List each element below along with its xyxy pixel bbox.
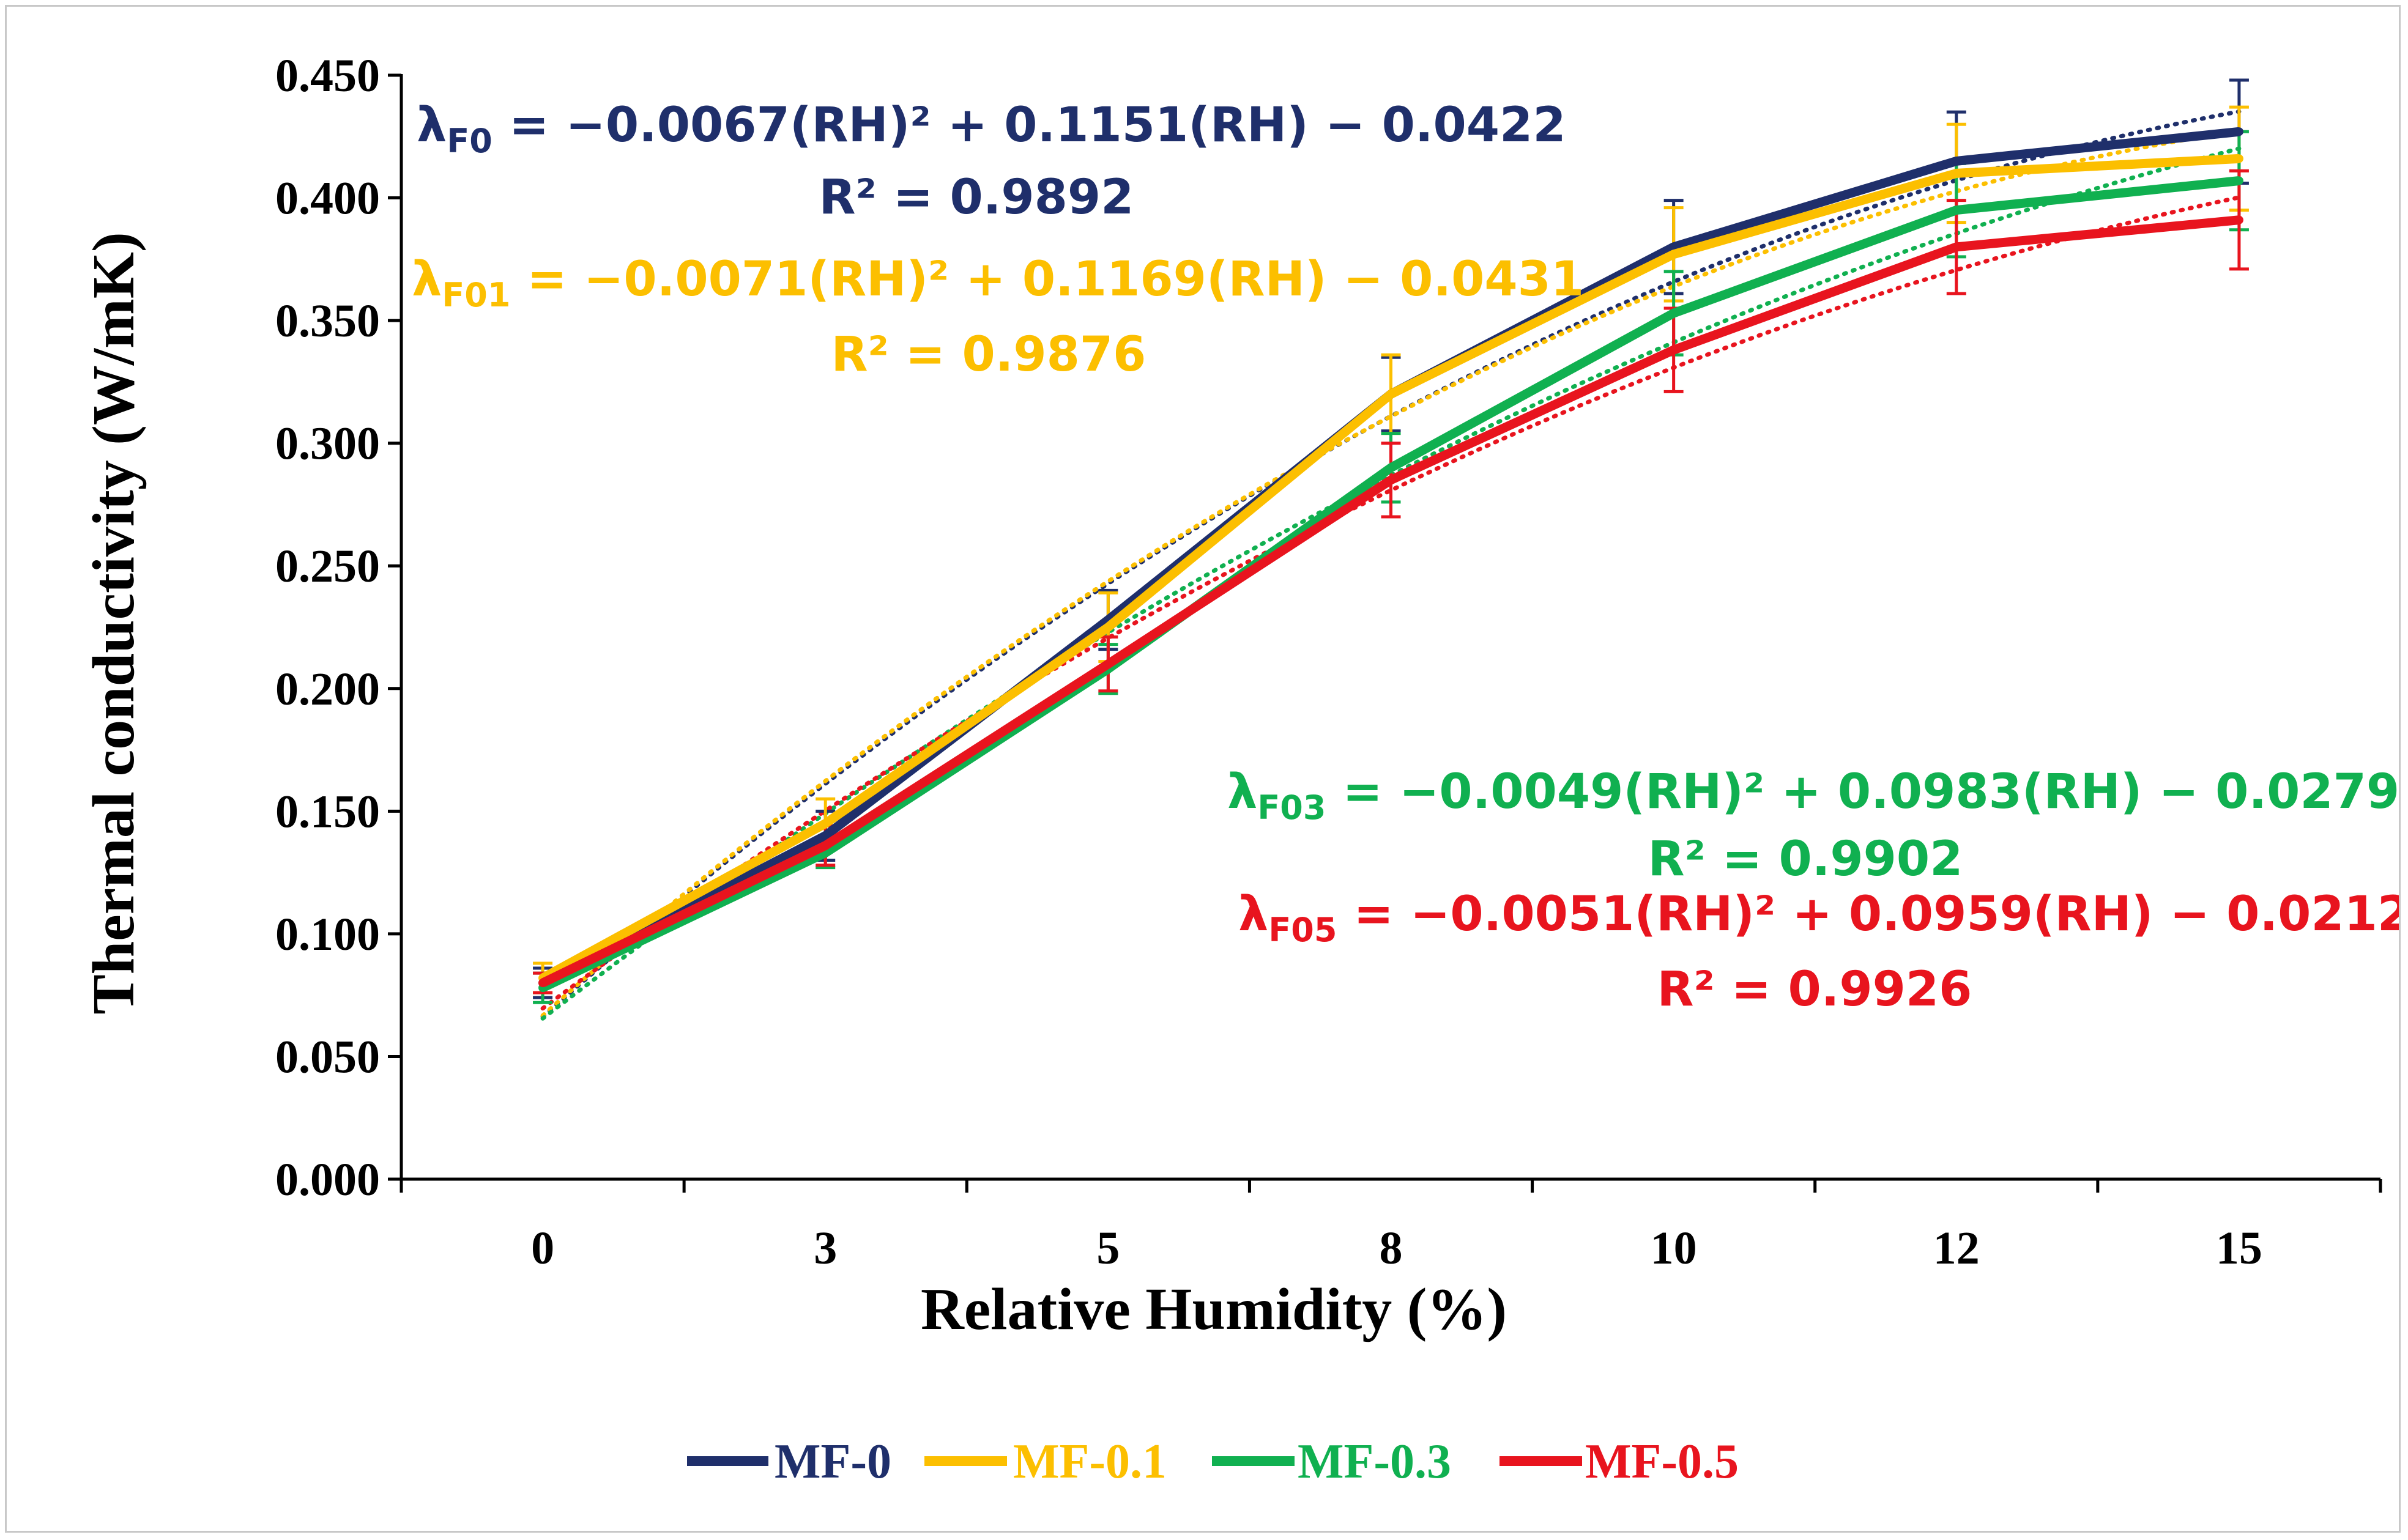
x-tick-label: 12 <box>1933 1223 1980 1274</box>
data-point-mf-0.1 <box>1386 390 1395 399</box>
x-tick-label: 8 <box>1380 1223 1403 1274</box>
y-tick-label: 0.100 <box>275 909 380 960</box>
equation-body: = −0.0049(RH)² + 0.0983(RH) − 0.0279 <box>1326 764 2399 820</box>
equation-subscript: F0 <box>447 122 492 160</box>
r2-mf-0.5: R² = 0.9926 <box>1657 962 1972 1017</box>
data-point-mf-0.5 <box>1669 346 1678 355</box>
series-lines <box>538 127 2243 993</box>
data-point-mf-0.5 <box>1952 242 1961 251</box>
data-point-mf-0.5 <box>1104 659 1113 668</box>
legend-label: MF-0.3 <box>1298 1435 1451 1489</box>
equation-lambda: λ <box>1227 764 1257 820</box>
equation-mf-0.3: λF03 = −0.0049(RH)² + 0.0983(RH) − 0.027… <box>1227 764 2399 887</box>
thermal-conductivity-chart: 0.000 0.050 0.100 0.150 0.200 0.250 0.300 0.350… <box>81 50 2399 1489</box>
equation-lambda: λ <box>417 98 447 153</box>
y-tick-label: 0.350 <box>275 295 380 347</box>
x-tick-label: 3 <box>814 1223 837 1274</box>
axes: 0.000 0.050 0.100 0.150 0.200 0.250 0.300 0.350… <box>275 50 2382 1274</box>
data-point-mf-0.5 <box>1386 475 1395 484</box>
y-tick-label: 0.300 <box>275 418 380 470</box>
svg-text:λF05 = −0.0051(RH)² + 0.0959(R: λF05 = −0.0051(RH)² + 0.0959(RH) − 0.021… <box>1238 887 2399 949</box>
chart-frame: 0.000 0.050 0.100 0.150 0.200 0.250 0.300 0.350… <box>5 5 2401 1533</box>
data-point-mf-0 <box>2234 127 2243 136</box>
data-point-mf-0.3 <box>1952 205 1961 215</box>
legend-label: MF-0.5 <box>1585 1435 1739 1489</box>
x-tick-label: 0 <box>531 1223 554 1274</box>
x-axis-title: Relative Humidity (%) <box>921 1276 1507 1342</box>
equation-body: = −0.0071(RH)² + 0.1169(RH) − 0.0431 <box>510 252 1584 307</box>
equation-mf-0.1: λF01 = −0.0071(RH)² + 0.1169(RH) − 0.043… <box>412 252 1584 382</box>
data-point-mf-0.1 <box>2234 154 2243 163</box>
y-tick-label: 0.150 <box>275 786 380 837</box>
equation-subscript: F05 <box>1268 911 1337 949</box>
equation-mf-0: λF0 = −0.0067(RH)² + 0.1151(RH) − 0.0422… <box>417 98 1566 225</box>
svg-text:λF0 = −0.0067(RH)² + 0.1151(RH: λF0 = −0.0067(RH)² + 0.1151(RH) − 0.0422 <box>417 98 1566 160</box>
data-point-mf-0.5 <box>821 841 830 850</box>
x-tick-label: 10 <box>1651 1223 1697 1274</box>
legend-item-mf-0.1: MF-0.1 <box>924 1435 1167 1489</box>
equation-body: = −0.0067(RH)² + 0.1151(RH) − 0.0422 <box>492 98 1566 153</box>
y-axis-title: Thermal conductivity (W/mK) <box>81 232 147 1014</box>
data-point-mf-0.1 <box>821 819 830 828</box>
data-point-mf-0 <box>821 831 830 840</box>
svg-text:λF01 = −0.0071(RH)² + 0.1169(R: λF01 = −0.0071(RH)² + 0.1169(RH) − 0.043… <box>412 252 1584 314</box>
y-tick-label: 0.250 <box>275 541 380 592</box>
equation-subscript: F01 <box>442 276 510 314</box>
equation-body: = −0.0051(RH)² + 0.0959(RH) − 0.0212 <box>1337 887 2399 942</box>
legend: MF-0 MF-0.1 MF-0.3 MF-0.5 <box>687 1435 1739 1489</box>
legend-label: MF-0.1 <box>1013 1435 1167 1489</box>
x-tick-label: 5 <box>1096 1223 1120 1274</box>
data-point-mf-0.3 <box>1386 463 1395 472</box>
y-tick-label: 0.450 <box>275 50 380 102</box>
data-point-mf-0.3 <box>2234 176 2243 185</box>
y-tick-label: 0.050 <box>275 1031 380 1083</box>
legend-item-mf-0.5: MF-0.5 <box>1499 1435 1739 1489</box>
legend-item-mf-0.3: MF-0.3 <box>1212 1435 1451 1489</box>
r2-mf-0.1: R² = 0.9876 <box>831 327 1146 382</box>
data-point-mf-0.1 <box>1952 169 1961 178</box>
svg-text:λF03 = −0.0049(RH)² + 0.0983(R: λF03 = −0.0049(RH)² + 0.0983(RH) − 0.027… <box>1227 764 2399 827</box>
data-point-mf-0.5 <box>538 979 548 988</box>
legend-label: MF-0 <box>775 1435 891 1489</box>
x-tick-label: 15 <box>2216 1223 2262 1274</box>
equation-mf-0.5: λF05 = −0.0051(RH)² + 0.0959(RH) − 0.021… <box>1238 887 2399 1017</box>
data-point-mf-0.1 <box>1669 250 1678 259</box>
data-point-mf-0 <box>1952 157 1961 166</box>
data-point-mf-0.5 <box>2234 215 2243 224</box>
data-point-mf-0.1 <box>1104 623 1113 632</box>
equation-lambda: λ <box>412 252 442 307</box>
y-tick-label: 0.200 <box>275 664 380 715</box>
r2-mf-0: R² = 0.9892 <box>819 170 1134 225</box>
equation-lambda: λ <box>1238 887 1268 942</box>
y-tick-label: 0.000 <box>275 1154 380 1205</box>
equation-subscript: F03 <box>1257 788 1326 827</box>
trendline-mf-0.1 <box>540 128 2242 1018</box>
r2-mf-0.3: R² = 0.9902 <box>1648 832 1963 887</box>
legend-item-mf-0: MF-0 <box>687 1435 891 1489</box>
data-point-mf-0.3 <box>1669 309 1678 318</box>
y-tick-label: 0.400 <box>275 173 380 224</box>
